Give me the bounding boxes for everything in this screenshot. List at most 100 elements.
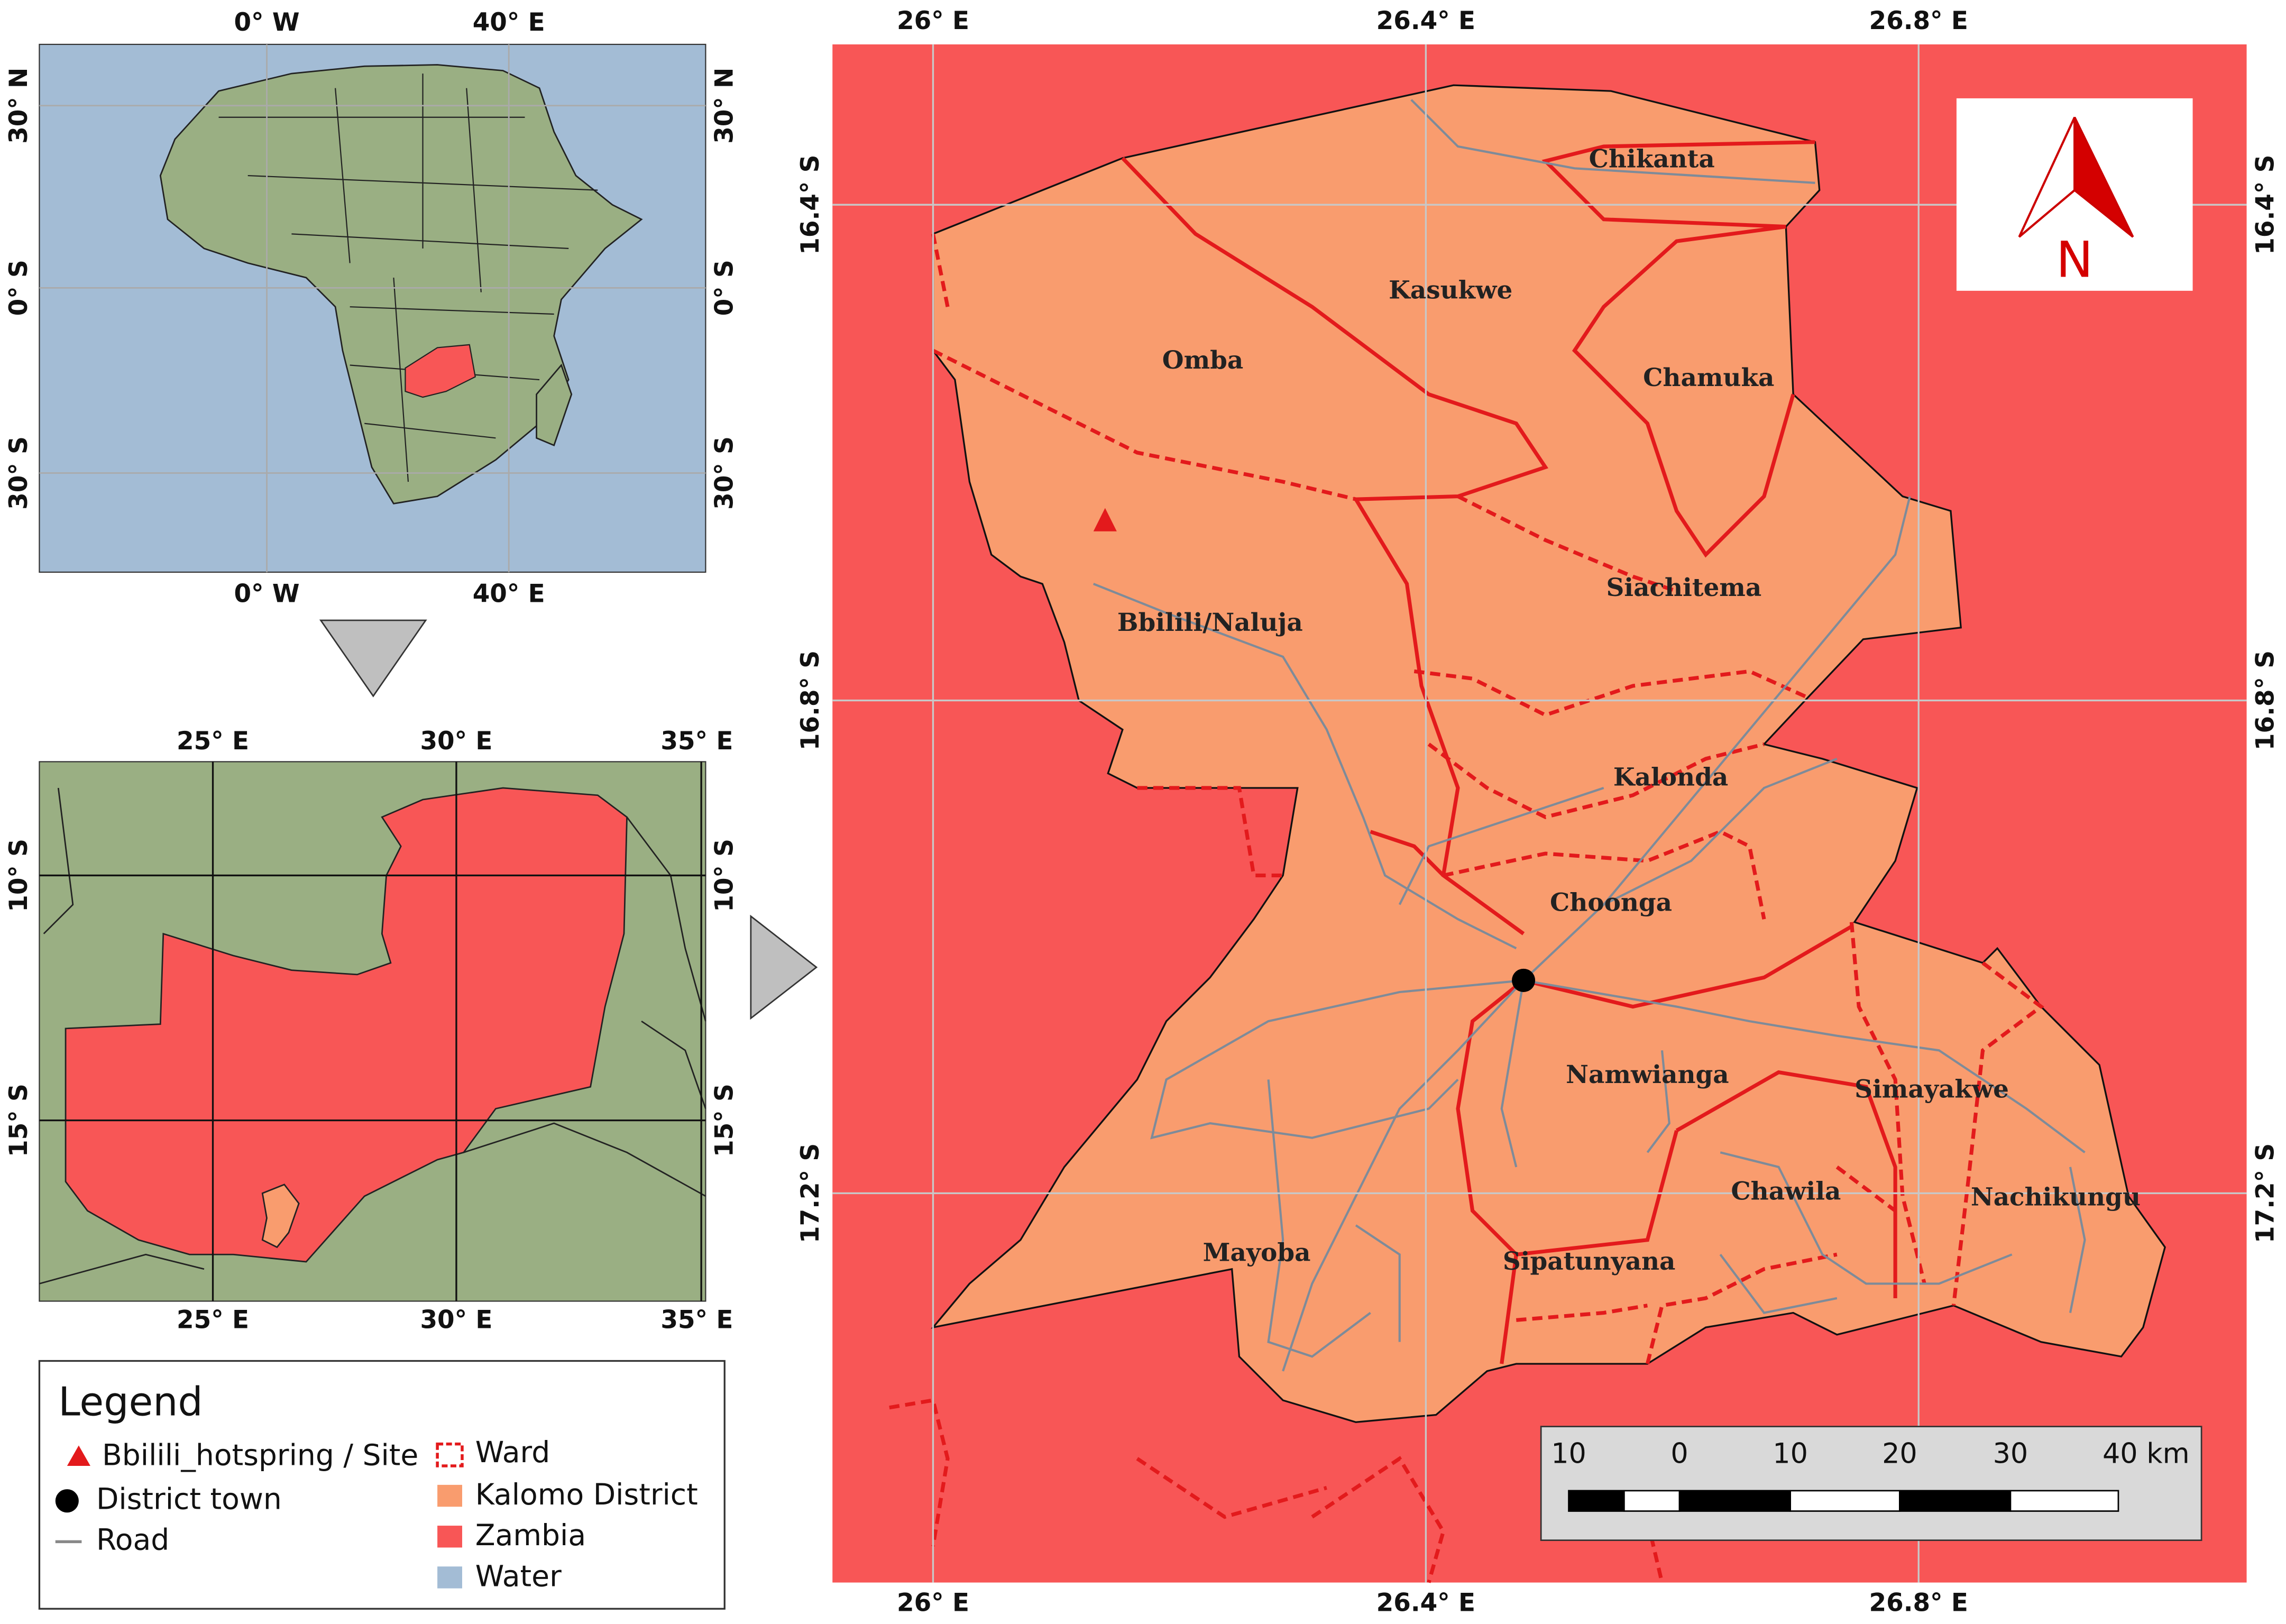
main-map bbox=[832, 44, 2247, 1583]
zambia-inset-path bbox=[65, 787, 628, 1263]
africa-coordinates: 0° W 40° E 0° W 40° E 30° N 0° S 30° S 3… bbox=[5, 8, 739, 609]
legend-rect bbox=[437, 1484, 462, 1507]
main-map-polygon bbox=[1093, 508, 1117, 531]
zambia-coordinate: 25° E bbox=[177, 727, 249, 756]
main-map-path bbox=[889, 233, 2044, 1583]
scale-bar: 10 bbox=[1551, 1438, 1586, 1470]
main-coordinate: 26.8° E bbox=[1869, 7, 1968, 35]
main-coordinate: 16.8° S bbox=[2252, 650, 2280, 750]
legend: Water bbox=[475, 1559, 562, 1593]
scale-bar-rect bbox=[1568, 1490, 1625, 1512]
legend: Road bbox=[96, 1524, 169, 1557]
legend: Bbilili_hotspring / Site bbox=[102, 1439, 418, 1473]
scale-bar-rect bbox=[2009, 1490, 2119, 1512]
zambia-coordinate: 15° S bbox=[5, 1084, 33, 1157]
scale-bar-rect bbox=[1540, 1426, 2202, 1542]
zambia-coordinate: 10° S bbox=[710, 839, 739, 912]
main-map-path bbox=[1092, 99, 2086, 1372]
legend: Ward bbox=[475, 1436, 550, 1470]
zambia-inset-path bbox=[261, 1183, 300, 1249]
zambia-inset bbox=[39, 761, 706, 1302]
africa-coordinate: 30° S bbox=[710, 436, 739, 510]
ward-label: Kalonda bbox=[1613, 763, 1728, 792]
africa-coordinate: 30° S bbox=[5, 436, 33, 510]
zambia-coordinate: 35° E bbox=[660, 1306, 733, 1335]
ward-label: Simayakwe bbox=[1854, 1075, 2009, 1104]
north-arrow: N bbox=[2056, 231, 2093, 289]
legend: District town bbox=[96, 1482, 282, 1516]
africa-coordinate: 30° N bbox=[710, 68, 739, 144]
north-arrow-polygon bbox=[2073, 116, 2134, 238]
main-coordinate: 26° E bbox=[897, 7, 969, 35]
zambia-coordinate: 30° E bbox=[420, 727, 492, 756]
ward-label: Siachitema bbox=[1606, 573, 1761, 602]
main-coordinate: 17.2° S bbox=[2252, 1143, 2280, 1243]
scale-bar: 10 0 10 20 30 40 km bbox=[1540, 1426, 2202, 1542]
scale-bar-rect bbox=[1789, 1490, 1901, 1512]
legend: Zambia bbox=[475, 1519, 586, 1553]
ward-label: Bbilili/Naluja bbox=[1117, 608, 1303, 637]
legend-rect bbox=[436, 1442, 464, 1467]
scale-bar-rect bbox=[1678, 1490, 1791, 1512]
ward-label: Namwianga bbox=[1566, 1060, 1729, 1089]
africa-coordinate: 0° S bbox=[5, 260, 33, 316]
africa-inset bbox=[39, 43, 706, 573]
ward-label: Kasukwe bbox=[1389, 276, 1512, 305]
zambia-coordinate: 25° E bbox=[177, 1306, 249, 1335]
legend-polygon bbox=[67, 1445, 90, 1466]
zambia-coordinate: 30° E bbox=[420, 1306, 492, 1335]
scale-bar: 40 km bbox=[2103, 1438, 2190, 1470]
zambia-inset-path bbox=[39, 761, 706, 1301]
scale-bar-rect bbox=[1623, 1490, 1681, 1512]
zambia-coordinate: 15° S bbox=[710, 1084, 739, 1157]
scale-bar: 0 bbox=[1670, 1438, 1688, 1470]
ward-label: Chawila bbox=[1731, 1177, 1841, 1206]
legend-rect bbox=[437, 1566, 462, 1589]
main-coordinate: 16.4° S bbox=[2252, 155, 2280, 255]
zambia-inset-path bbox=[39, 787, 706, 1284]
zambia-coordinate: 35° E bbox=[660, 727, 733, 756]
africa-inset-path bbox=[159, 64, 643, 504]
main-coordinate: 17.2° S bbox=[796, 1143, 825, 1243]
arrow-right bbox=[750, 914, 818, 1020]
africa-coordinate: 30° N bbox=[5, 68, 33, 144]
main-coordinate: 16.4° S bbox=[796, 155, 825, 255]
ward-label: Nachikungu bbox=[1971, 1182, 2141, 1212]
ward-label: Chikanta bbox=[1589, 144, 1715, 173]
arrow-down bbox=[319, 619, 427, 698]
legend-rect bbox=[38, 1360, 726, 1610]
north-arrow: N bbox=[1956, 98, 2193, 291]
africa-inset-path bbox=[536, 363, 573, 446]
main-coordinate: 26.4° E bbox=[1376, 7, 1475, 35]
zambia-coordinate: 10° S bbox=[5, 839, 33, 912]
legend-circle bbox=[55, 1489, 79, 1513]
zambia-coordinates: 25° E 30° E 35° E 25° E 30° E 35° E 10° … bbox=[5, 727, 739, 1335]
main-coordinate: 16.8° S bbox=[796, 650, 825, 750]
main-map-path bbox=[931, 84, 2166, 1423]
scale-bar: 20 bbox=[1882, 1438, 1917, 1470]
legend: Legend bbox=[58, 1379, 203, 1425]
ward-label: Sipatunyana bbox=[1503, 1247, 1676, 1276]
main-map-path bbox=[832, 44, 2247, 1583]
legend: Legend Bbilili_hotspring / Site District… bbox=[38, 1360, 726, 1610]
africa-inset-path bbox=[405, 344, 476, 398]
legend: Kalomo District bbox=[475, 1478, 698, 1512]
main-coordinate: 26.8° E bbox=[1869, 1589, 1968, 1617]
scale-bar: 10 bbox=[1773, 1438, 1808, 1470]
legend-rect bbox=[437, 1526, 462, 1548]
africa-coordinate: 0° S bbox=[710, 260, 739, 316]
ward-label: Omba bbox=[1162, 346, 1244, 375]
main-coordinate: 26.4° E bbox=[1376, 1589, 1475, 1617]
main-coordinates: 26° E 26.4° E 26.8° E 26° E 26.4° E 26.8… bbox=[796, 7, 2280, 1617]
main-map-circle bbox=[1512, 968, 1536, 992]
scale-bar: 30 bbox=[1993, 1438, 2028, 1470]
ward-label: Choonga bbox=[1550, 888, 1672, 917]
africa-coordinate: 0° W bbox=[234, 8, 300, 37]
africa-inset-path bbox=[39, 44, 706, 572]
main-coordinate: 26° E bbox=[897, 1589, 969, 1617]
ward-label: Chamuka bbox=[1643, 363, 1774, 392]
africa-coordinate: 40° E bbox=[473, 580, 545, 609]
scale-bar-rect bbox=[1899, 1490, 2012, 1512]
africa-coordinate: 0° W bbox=[234, 580, 300, 609]
